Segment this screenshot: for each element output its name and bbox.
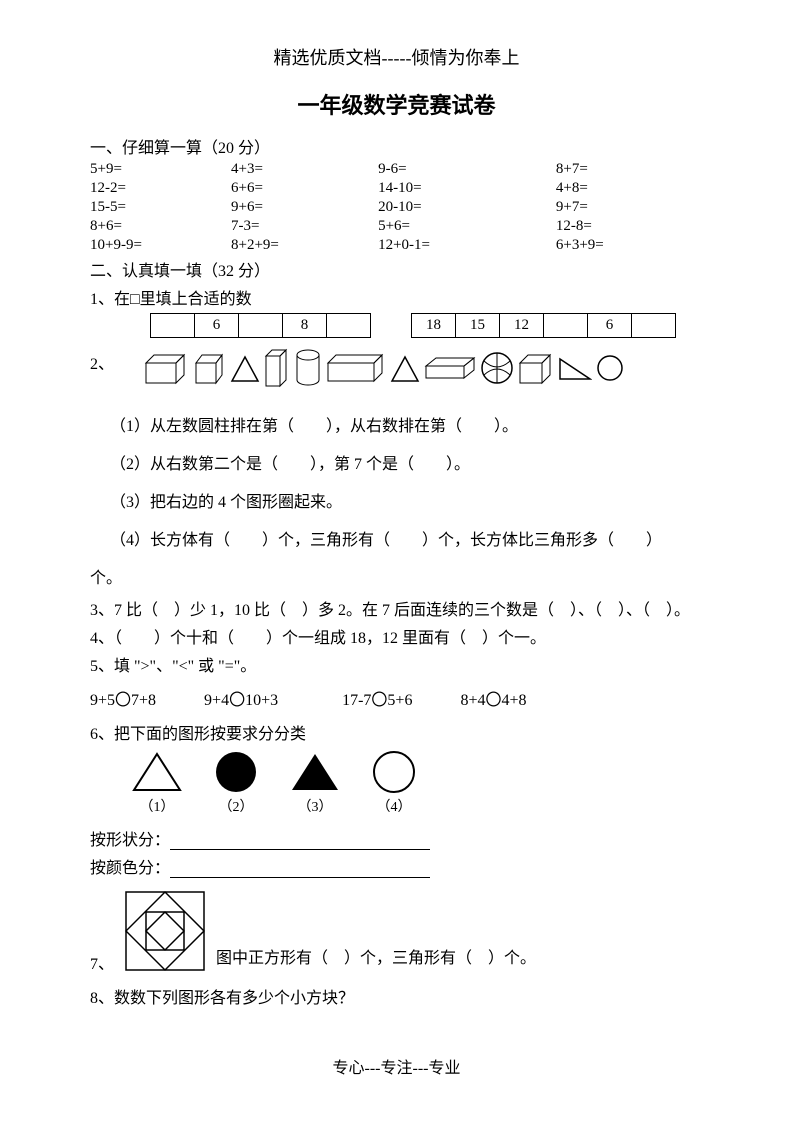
q7-text: 图中正方形有（ ）个，三角形有（ ）个。 <box>216 944 536 968</box>
shapes-row <box>144 348 624 388</box>
q2-sub1: （1）从左数圆柱排在第（ ），从右数排在第（ ）。 <box>110 412 703 436</box>
box-tables-row: 6 8 18 15 12 6 <box>150 313 703 338</box>
arith-cell: 8+6= <box>90 217 231 236</box>
page-title: 一年级数学竞赛试卷 <box>90 88 703 120</box>
shape-caption: （1） <box>130 796 184 816</box>
shape-caption: （3） <box>288 796 342 816</box>
arith-cell: 10+9-9= <box>90 236 231 255</box>
box-table-left: 6 8 <box>150 313 371 338</box>
section-2-heading: 二、认真填一填（32 分） <box>90 257 703 281</box>
arith-cell: 7-3= <box>231 217 378 236</box>
by-color-label: 按颜色分： <box>90 860 170 877</box>
triangle-icon <box>230 351 260 385</box>
ball-icon <box>480 351 514 385</box>
q2-sub2: （2）从右数第二个是（ ），第 7 个是（ ）。 <box>110 450 703 474</box>
arithmetic-table: 5+9= 4+3= 9-6= 8+7= 12-2= 6+6= 14-10= 4+… <box>90 160 703 255</box>
table-row: 15-5= 9+6= 20-10= 9+7= <box>90 198 703 217</box>
nested-squares-icon <box>122 888 208 974</box>
arith-cell: 8+7= <box>556 160 703 179</box>
box-cell: 8 <box>283 314 327 338</box>
long-cuboid-icon <box>326 353 386 383</box>
q4: 4、（ ）个十和（ ）个一组成 18，12 里面有（ ）个一。 <box>90 624 703 648</box>
arith-cell: 15-5= <box>90 198 231 217</box>
q2-sub4b: 个。 <box>90 564 703 588</box>
q6: 6、把下面的图形按要求分分类 <box>90 720 703 744</box>
q7-row: 7、 图中正方形有（ ）个，三角形有（ ）个。 <box>90 888 703 974</box>
box-cell <box>544 314 588 338</box>
q2-sub4: （4）长方体有（ ）个，三角形有（ ）个，长方体比三角形多（ ） <box>110 526 703 550</box>
blank-line <box>170 836 430 850</box>
box-cell <box>327 314 371 338</box>
by-shape-row: 按形状分： <box>90 826 703 850</box>
header-note: 精选优质文档-----倾情为你奉上 <box>90 44 703 70</box>
table-row: 5+9= 4+3= 9-6= 8+7= <box>90 160 703 179</box>
box-cell <box>632 314 676 338</box>
box-cell: 6 <box>588 314 632 338</box>
blank-line <box>170 864 430 878</box>
right-triangle-icon <box>558 355 592 381</box>
triangle-filled-icon <box>288 750 342 794</box>
arith-cell: 6+3+9= <box>556 236 703 255</box>
flat-cuboid-icon <box>424 356 476 380</box>
circle-filled-icon <box>212 750 260 794</box>
arith-cell: 9+6= <box>231 198 378 217</box>
q3: 3、7 比（ ）少 1，10 比（ ）多 2。在 7 后面连续的三个数是（ ）、… <box>90 596 703 620</box>
arith-cell: 8+2+9= <box>231 236 378 255</box>
shape-caption: （2） <box>212 796 260 816</box>
section-1-heading: 一、仔细算一算（20 分） <box>90 134 703 158</box>
box-cell: 12 <box>500 314 544 338</box>
cylinder-icon <box>294 349 322 387</box>
shape-class-row: （1） （2） （3） （4） <box>130 750 703 816</box>
arith-cell: 20-10= <box>378 198 556 217</box>
q7-prefix: 7、 <box>90 950 114 974</box>
box-cell: 15 <box>456 314 500 338</box>
box-cell <box>239 314 283 338</box>
arith-cell: 4+3= <box>231 160 378 179</box>
arith-cell: 5+6= <box>378 217 556 236</box>
triangle-icon <box>390 351 420 385</box>
table-row: 12-2= 6+6= 14-10= 4+8= <box>90 179 703 198</box>
arith-cell: 14-10= <box>378 179 556 198</box>
box-table-right: 18 15 12 6 <box>411 313 676 338</box>
by-shape-label: 按形状分： <box>90 832 170 849</box>
arith-cell: 12-8= <box>556 217 703 236</box>
cube-icon <box>194 351 226 385</box>
cuboid-icon <box>518 351 554 385</box>
arith-cell: 12+0-1= <box>378 236 556 255</box>
tall-cuboid-icon <box>264 348 290 388</box>
table-row: 10+9-9= 8+2+9= 12+0-1= 6+3+9= <box>90 236 703 255</box>
box-cell <box>151 314 195 338</box>
arith-cell: 4+8= <box>556 179 703 198</box>
q2-sub3: （3）把右边的 4 个图形圈起来。 <box>110 488 703 512</box>
arith-cell: 12-2= <box>90 179 231 198</box>
cuboid-icon <box>144 351 190 385</box>
circle-outline-icon <box>370 750 418 794</box>
q8: 8、数数下列图形各有多少个小方块？ <box>90 984 703 1008</box>
by-color-row: 按颜色分： <box>90 854 703 878</box>
shape-caption: （4） <box>370 796 418 816</box>
arith-cell: 9+7= <box>556 198 703 217</box>
q5: 5、填 ">"、"<" 或 "="。 <box>90 652 703 676</box>
table-row: 8+6= 7-3= 5+6= 12-8= <box>90 217 703 236</box>
q2-label: 2、 <box>90 350 114 374</box>
triangle-outline-icon <box>130 750 184 794</box>
q1-label: 1、在□里填上合适的数 <box>90 285 703 309</box>
box-cell: 18 <box>412 314 456 338</box>
compare-row: 9+5〇7+8 9+4〇10+3 17-7〇5+6 8+4〇4+8 <box>90 686 703 710</box>
circle-icon <box>596 354 624 382</box>
arith-cell: 5+9= <box>90 160 231 179</box>
arith-cell: 9-6= <box>378 160 556 179</box>
arith-cell: 6+6= <box>231 179 378 198</box>
footer-text: 专心---专注---专业 <box>0 1054 793 1078</box>
box-cell: 6 <box>195 314 239 338</box>
